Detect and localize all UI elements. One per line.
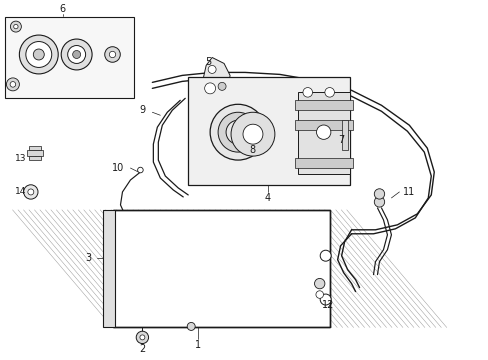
Circle shape (104, 47, 120, 62)
Bar (29, 156, 41, 160)
Text: 8: 8 (248, 145, 255, 155)
Circle shape (320, 250, 330, 261)
Bar (112, 316, 329, 328)
Text: 3: 3 (85, 253, 91, 263)
Text: 4: 4 (264, 193, 270, 203)
Circle shape (373, 197, 384, 207)
Circle shape (33, 49, 44, 60)
Circle shape (217, 78, 223, 85)
Circle shape (225, 120, 249, 144)
Circle shape (132, 221, 138, 226)
Circle shape (316, 125, 330, 139)
Circle shape (136, 331, 148, 343)
Bar (112, 210, 329, 328)
Text: 11: 11 (403, 187, 415, 197)
Text: 12: 12 (321, 300, 333, 310)
Text: 9: 9 (139, 105, 145, 115)
Circle shape (204, 83, 215, 94)
Circle shape (320, 294, 330, 305)
Circle shape (314, 278, 324, 289)
Circle shape (137, 167, 143, 173)
Bar (29, 146, 41, 150)
Bar (27, 150, 42, 156)
Circle shape (243, 124, 263, 144)
Text: 6: 6 (60, 4, 65, 14)
Text: 2: 2 (139, 345, 145, 354)
Text: 7: 7 (338, 135, 344, 145)
Circle shape (14, 24, 18, 29)
Circle shape (210, 104, 265, 160)
Circle shape (10, 82, 16, 87)
Circle shape (230, 112, 274, 156)
Text: 1: 1 (195, 340, 201, 350)
Bar (294, 100, 352, 110)
Circle shape (28, 189, 34, 195)
Circle shape (303, 87, 312, 97)
Circle shape (6, 78, 20, 91)
Circle shape (140, 335, 144, 340)
Circle shape (232, 127, 243, 138)
Bar (294, 120, 352, 130)
Circle shape (109, 51, 116, 58)
Circle shape (315, 291, 323, 298)
Polygon shape (202, 58, 229, 97)
Bar (112, 210, 329, 221)
Bar (188, 77, 349, 185)
Bar (297, 92, 349, 174)
Text: 5: 5 (204, 58, 211, 67)
Circle shape (26, 41, 52, 67)
Circle shape (208, 66, 216, 73)
Circle shape (218, 112, 258, 152)
Bar (294, 158, 352, 168)
Circle shape (20, 35, 58, 74)
Circle shape (373, 189, 384, 199)
Circle shape (187, 323, 195, 330)
Circle shape (73, 50, 81, 58)
Circle shape (67, 45, 85, 63)
Bar (341, 120, 347, 150)
Bar (5, 17, 134, 98)
Bar (112, 210, 329, 328)
Circle shape (23, 185, 38, 199)
Bar (102, 210, 114, 328)
Circle shape (10, 21, 21, 32)
Circle shape (324, 87, 334, 97)
Circle shape (61, 39, 92, 70)
Text: 13: 13 (15, 154, 26, 163)
Circle shape (218, 82, 225, 90)
Text: 10: 10 (112, 163, 124, 173)
Text: 14: 14 (15, 188, 26, 197)
